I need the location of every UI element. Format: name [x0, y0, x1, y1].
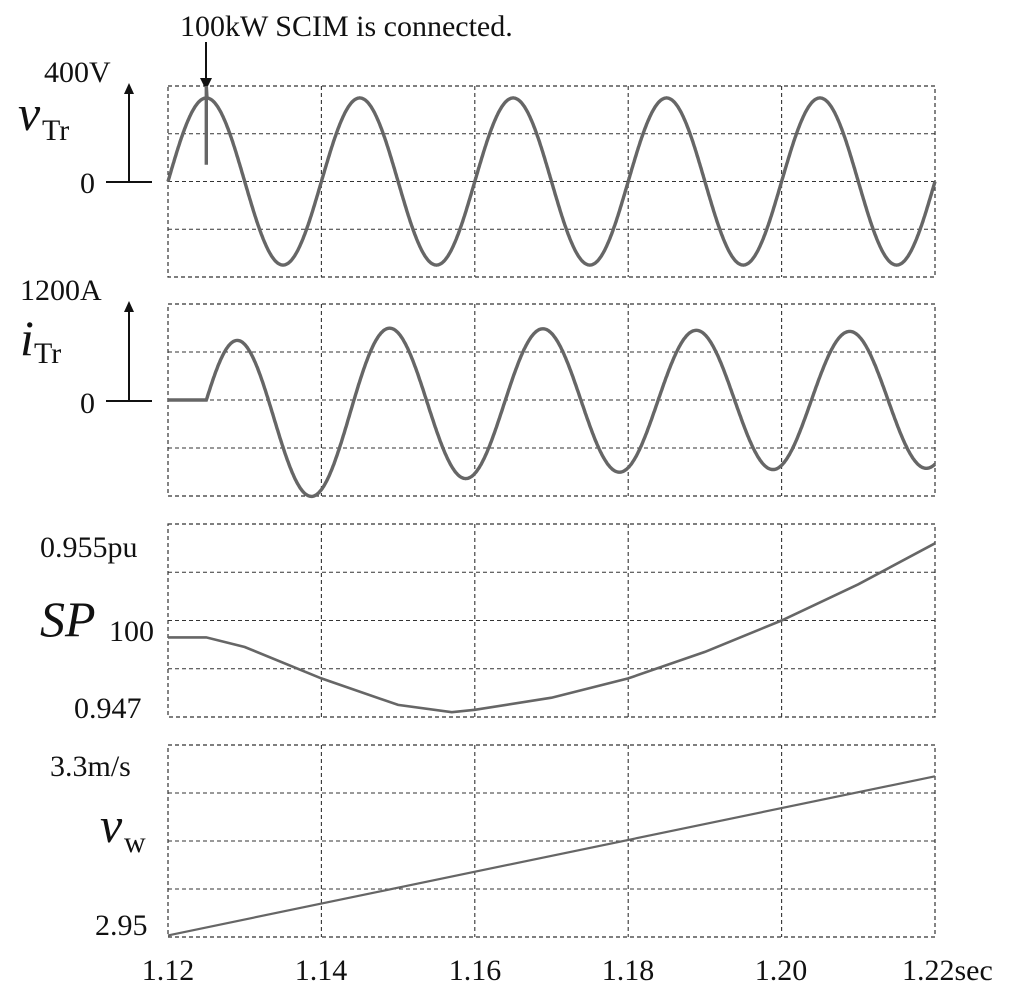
vw-ymin-label: 2.95 — [95, 909, 148, 942]
sp-ymax-label: 0.955pu — [40, 531, 138, 564]
panel-sp100: 0.955pu SP 100 0.947 — [40, 523, 936, 725]
vw-ylabel-sub: w — [124, 826, 146, 859]
itr-scale-label: 1200A — [20, 274, 102, 307]
vw-ymax-label: 3.3m/s — [50, 750, 131, 783]
x-tick-label: 1.18 — [602, 954, 655, 987]
x-tick-label: 1.14 — [295, 954, 348, 987]
vtr-annotation: 100kW SCIM is connected. — [180, 10, 513, 43]
x-tick-label: 1.16 — [449, 954, 502, 987]
vtr-annotation-arrowhead — [200, 78, 212, 90]
vw-series-line — [167, 775, 936, 937]
vtr-ylabel-sub: Tr — [42, 114, 69, 147]
vtr-ylabel-main: v — [18, 85, 41, 141]
itr-scale-arrowhead — [124, 301, 134, 312]
x-tick-label: 1.22sec — [902, 954, 993, 987]
vtr-zero-label: 0 — [80, 167, 95, 200]
vtr-series-line — [166, 85, 937, 267]
itr-series-line — [168, 326, 937, 499]
panel-vw: 3.3m/s v w 2.95 — [50, 744, 936, 942]
x-tick-label: 1.12 — [142, 954, 195, 987]
vtr-scale-label: 400V — [44, 56, 111, 89]
sp-series-line — [168, 542, 936, 714]
sp-ylabel-main: SP — [40, 591, 96, 647]
itr-ylabel-sub: Tr — [34, 337, 61, 370]
sp-ymin-label: 0.947 — [74, 692, 142, 725]
x-axis: 1.12 1.14 1.16 1.18 1.20 1.22sec — [142, 954, 993, 987]
itr-ylabel-main: i — [20, 310, 34, 366]
vw-ylabel-main: v — [100, 797, 123, 853]
panel-itr: 1200A i Tr 0 — [20, 274, 937, 499]
panel-vtr: 100kW SCIM is connected. 400V v Tr 0 — [18, 10, 937, 278]
vtr-scale-arrowhead — [124, 83, 134, 94]
itr-zero-label: 0 — [80, 387, 95, 420]
x-tick-label: 1.20 — [755, 954, 808, 987]
sp-ylabel-sub: 100 — [109, 615, 154, 648]
